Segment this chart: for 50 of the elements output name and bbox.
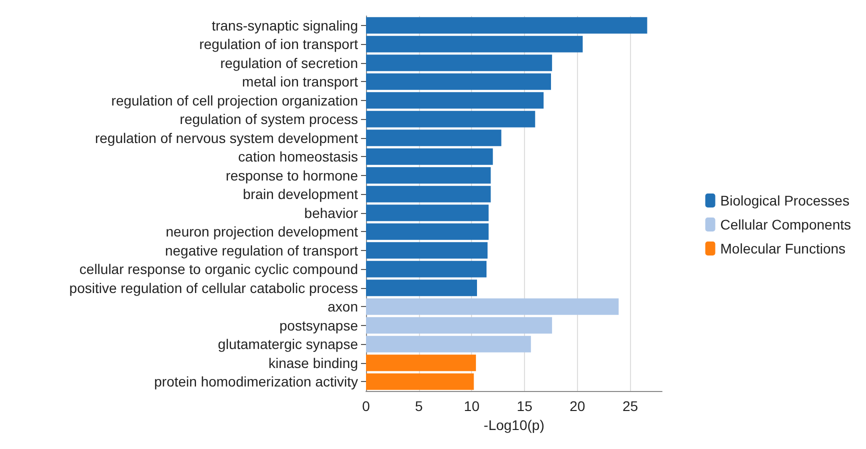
bar — [366, 148, 493, 165]
y-tick-label: regulation of system process — [180, 111, 358, 128]
legend-label: Molecular Functions — [720, 240, 846, 256]
y-tick-label: protein homodimerization activity — [154, 374, 358, 390]
x-tick-label: 15 — [516, 398, 533, 414]
x-tick-label: 0 — [362, 398, 370, 414]
y-tick-label: metal ion transport — [242, 74, 358, 90]
bar — [366, 242, 488, 259]
bar — [366, 260, 487, 278]
bar — [366, 92, 544, 109]
bar — [366, 336, 531, 352]
legend-label: Biological Processes — [720, 192, 850, 208]
y-tick-label: brain development — [242, 186, 358, 202]
y-tick-label: regulation of secretion — [220, 54, 358, 71]
y-tick-label: regulation of ion transport — [199, 36, 358, 52]
y-tick-label: glutamatergic synapse — [218, 336, 358, 352]
bar — [366, 73, 551, 90]
bar — [366, 186, 491, 202]
bar — [366, 354, 476, 372]
bar — [366, 17, 648, 34]
y-tick-label: negative regulation of transport — [164, 242, 358, 258]
bar — [366, 54, 552, 72]
y-tick-label: positive regulation of cellular catabolic process — [69, 280, 358, 296]
x-tick-label: 20 — [570, 398, 586, 414]
x-tick-label: 5 — [414, 398, 423, 414]
bar — [366, 36, 583, 52]
y-tick-label: trans-synaptic signaling — [212, 17, 358, 34]
y-tick-label: kinase binding — [268, 354, 358, 371]
bar — [366, 167, 491, 184]
y-tick-label: response to hormone — [226, 167, 358, 184]
x-axis-title: -Log10(p) — [484, 416, 544, 433]
bar — [366, 204, 489, 222]
y-tick-label: behavior — [304, 204, 358, 221]
bar — [366, 223, 489, 240]
legend-label: Cellular Components — [720, 216, 852, 232]
bar — [366, 298, 619, 315]
bar — [366, 317, 552, 334]
y-tick-label: cellular response to organic cyclic compound — [79, 261, 358, 278]
y-tick-label: postsynapse — [279, 317, 358, 334]
bar — [366, 130, 502, 146]
y-tick-label: regulation of cell projection organization — [111, 92, 358, 108]
y-tick-label: regulation of nervous system development — [94, 130, 358, 146]
x-tick-label: 25 — [622, 398, 638, 414]
bar — [366, 280, 477, 296]
y-tick-label: neuron projection development — [166, 224, 358, 240]
bar — [366, 373, 474, 390]
bar — [366, 110, 536, 128]
y-tick-label: axon — [328, 298, 358, 315]
y-tick-label: cation homeostasis — [238, 148, 358, 165]
x-tick-label: 10 — [464, 398, 480, 414]
